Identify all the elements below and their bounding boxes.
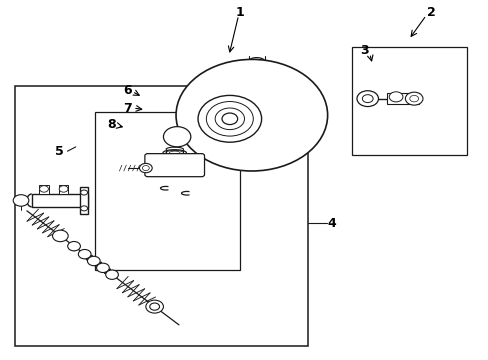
- Text: 8: 8: [107, 118, 116, 131]
- Circle shape: [40, 186, 48, 192]
- Circle shape: [356, 91, 378, 107]
- Circle shape: [362, 95, 372, 103]
- Circle shape: [163, 127, 190, 147]
- Circle shape: [96, 263, 109, 273]
- Circle shape: [59, 186, 68, 192]
- Bar: [39, 185, 49, 194]
- Circle shape: [176, 59, 327, 171]
- Circle shape: [206, 102, 253, 136]
- Circle shape: [67, 242, 80, 251]
- Circle shape: [81, 190, 87, 195]
- Circle shape: [215, 108, 244, 130]
- FancyBboxPatch shape: [144, 154, 204, 177]
- Circle shape: [13, 195, 29, 206]
- Circle shape: [78, 249, 91, 259]
- Text: 6: 6: [122, 84, 131, 96]
- Circle shape: [105, 270, 118, 279]
- Bar: [59, 185, 68, 194]
- Circle shape: [388, 92, 402, 102]
- Circle shape: [405, 92, 422, 105]
- Circle shape: [81, 206, 87, 211]
- Bar: [32, 194, 88, 207]
- Text: 5: 5: [55, 145, 64, 158]
- Circle shape: [222, 113, 237, 125]
- Circle shape: [149, 303, 159, 310]
- Text: 4: 4: [326, 217, 335, 230]
- Bar: [386, 93, 418, 104]
- Circle shape: [145, 300, 163, 313]
- Text: 3: 3: [359, 44, 368, 57]
- Bar: [15, 86, 307, 346]
- Bar: [351, 47, 466, 155]
- Circle shape: [139, 163, 152, 173]
- Text: 1: 1: [235, 6, 244, 19]
- Bar: [95, 112, 239, 270]
- Circle shape: [52, 230, 68, 242]
- Text: 2: 2: [427, 6, 435, 19]
- Circle shape: [198, 95, 261, 142]
- Text: 7: 7: [122, 102, 131, 114]
- Bar: [80, 187, 88, 214]
- Circle shape: [87, 256, 100, 266]
